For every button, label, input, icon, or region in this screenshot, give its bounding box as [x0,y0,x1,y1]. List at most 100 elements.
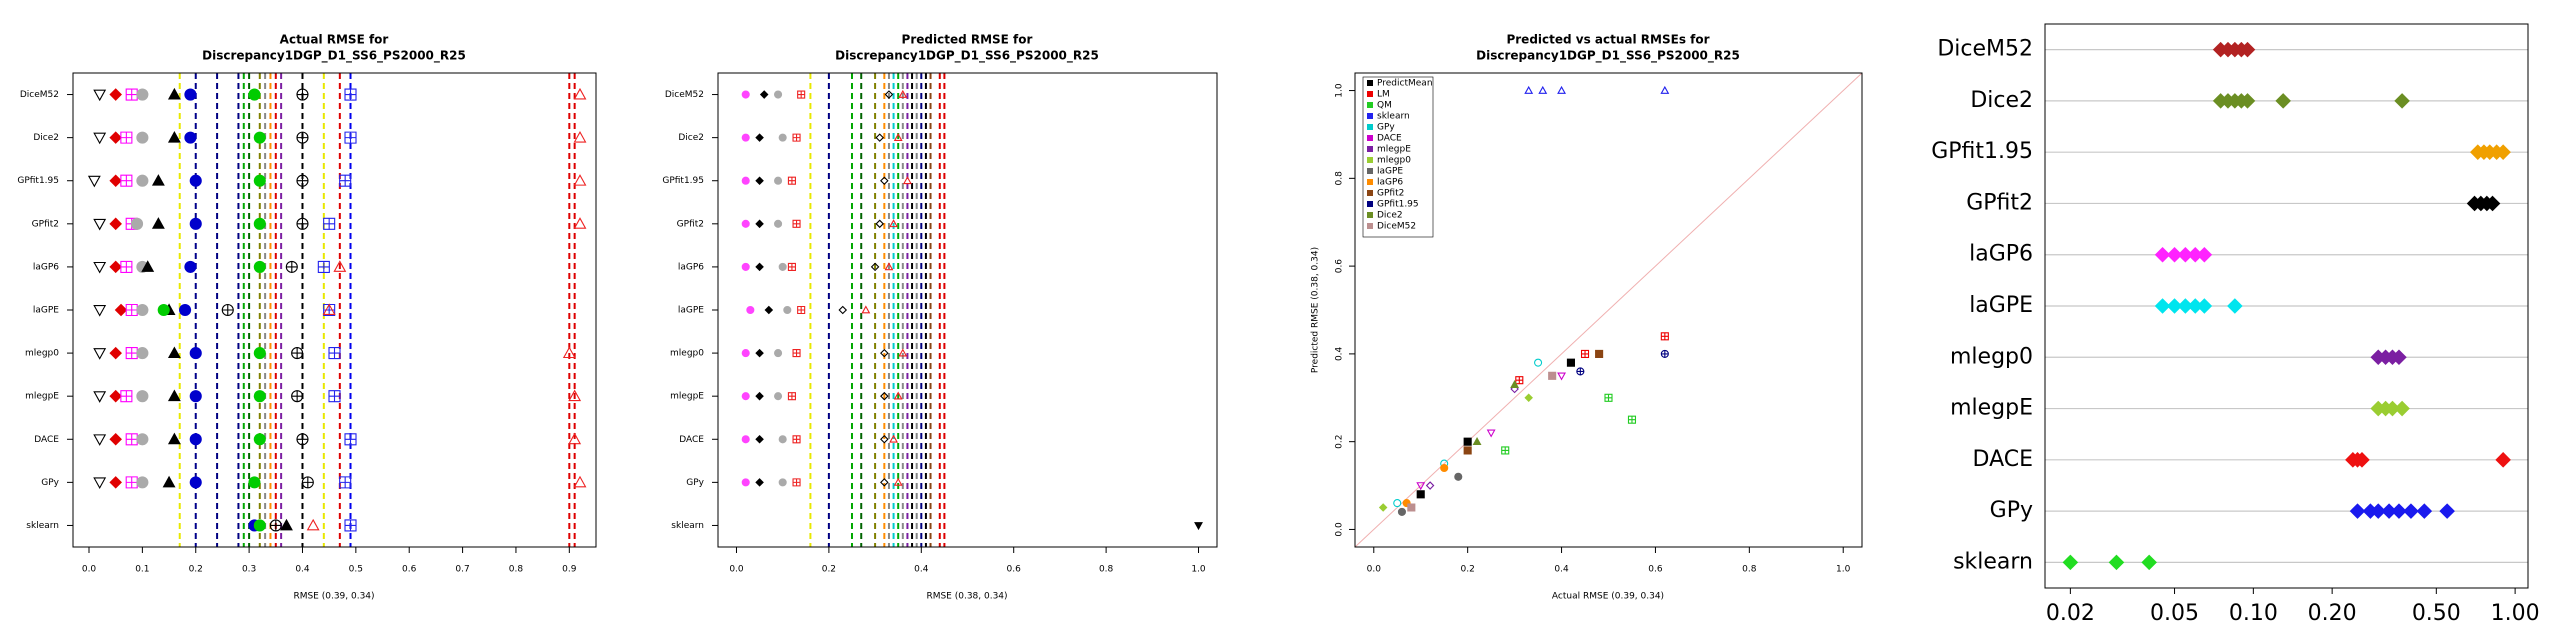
y-tick-label: DACE [1973,447,2033,472]
data-point [125,347,138,360]
legend-label: mlegpE [1377,145,1411,155]
data-point [328,390,341,403]
data-point [136,476,149,489]
data-point [755,478,764,487]
x-tick-label: 0.8 [1742,565,1757,575]
data-point [568,389,582,402]
data-point [792,349,801,358]
chart-title: Discrepancy1DGP_D1_SS6_PS2000_R25 [835,49,1099,64]
data-point [2370,503,2387,519]
data-point [778,478,787,487]
y-tick-label: GPy [1990,498,2033,523]
data-point [1660,332,1669,341]
data-point [136,304,149,316]
y-tick-label: GPfit2 [32,219,59,229]
legend-box [1362,76,1434,238]
data-point [167,131,181,143]
y-tick-label: GPy [686,478,704,488]
data-point [93,132,107,145]
x-tick-label: 0.10 [2229,601,2278,626]
legend-swatch [1367,124,1373,130]
data-point [741,90,750,99]
data-point [2391,349,2407,366]
data-point [2484,195,2501,212]
data-point [296,433,309,446]
data-point [189,217,202,230]
data-point [2196,298,2213,314]
data-point [253,131,266,144]
data-point [1510,379,1520,388]
data-point [1393,499,1402,508]
data-point [1557,85,1566,94]
data-point [1472,437,1482,446]
data-point [125,88,138,101]
x-tick-label: 0.6 [1007,565,1022,575]
data-point [838,305,848,315]
y-tick-label: DiceM52 [20,90,59,100]
data-point [157,304,170,316]
data-point [2403,503,2419,519]
data-point [280,518,293,531]
x-tick-label: 0.4 [1554,565,1569,575]
y-tick-label: sklearn [26,521,59,531]
data-point [746,305,755,315]
data-point [167,346,181,359]
data-point [755,219,764,229]
legend-swatch [1367,168,1373,174]
x-tick-label: 1.00 [2491,601,2540,626]
data-point [741,435,750,444]
data-point [759,90,769,99]
data-point [2439,503,2455,519]
data-point [870,262,880,272]
x-tick-label: 0.0 [729,565,744,575]
y-tick-label: laGP6 [1969,242,2033,267]
data-point [2141,554,2157,571]
data-point [880,348,889,358]
data-point [136,347,149,360]
data-point [1548,371,1557,380]
data-point [120,390,133,403]
x-tick-label: 0.8 [1099,565,1114,575]
data-point [189,390,202,403]
data-point [1595,349,1604,358]
data-point [125,303,138,317]
data-point [2354,452,2370,468]
data-point [889,434,899,443]
data-point [151,174,165,186]
data-point [783,305,792,315]
data-point [1534,358,1543,367]
data-point [253,174,266,187]
data-point [2391,503,2407,519]
data-point [1397,507,1406,516]
data-point [136,131,149,144]
data-point [787,262,796,271]
x-tick-label: 1.0 [1836,565,1851,575]
y-tick-label: DiceM52 [665,90,704,100]
data-point [167,389,181,402]
data-point [1557,372,1566,381]
data-point [109,389,122,403]
data-point [741,176,750,185]
data-point [880,434,889,444]
y-tick-label: Dice2 [678,133,704,143]
y-tick-label: mlegpE [1950,396,2033,421]
x-tick-label: 0.2 [1461,565,1475,575]
data-point [2239,93,2256,109]
data-point [221,304,234,316]
legend-label: DACE [1377,134,1402,144]
data-point [755,262,764,272]
y-tick-label: GPy [41,478,59,488]
x-tick-label: 0.20 [2308,601,2357,626]
data-point [884,90,894,99]
y-tick-label: mlegpE [670,392,704,402]
data-point [248,476,261,489]
data-point [884,262,894,271]
y-tick-label: laGPE [678,306,704,316]
data-point [778,435,787,444]
data-point [2154,298,2171,314]
data-point [875,133,884,142]
data-point [573,131,587,143]
data-point [162,475,176,488]
x-axis-label: Actual RMSE (0.39, 0.34) [1552,592,1664,602]
data-point [125,433,138,446]
